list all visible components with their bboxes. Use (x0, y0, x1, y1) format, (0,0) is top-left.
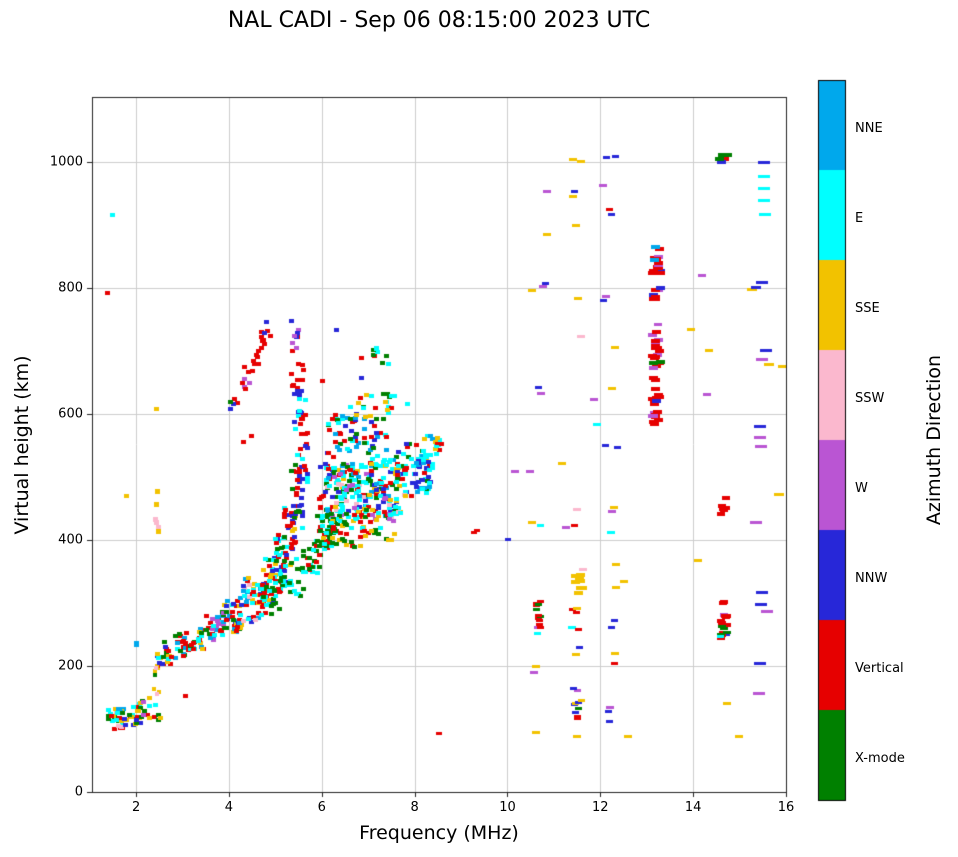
y-axis-label: Virtual height (km) (11, 355, 33, 535)
colorbar-label-vertical: Vertical (855, 661, 904, 676)
colorbar-label-nne: NNE (855, 121, 883, 136)
x-tick-label: 6 (317, 800, 326, 815)
x-tick-label: 8 (410, 800, 419, 815)
colorbar-label-w: W (855, 481, 868, 496)
y-tick-label: 400 (58, 532, 83, 548)
colorbar-label-x-mode: X-mode (855, 751, 905, 766)
colorbar-label-nnw: NNW (855, 571, 888, 586)
y-tick-label: 1000 (49, 154, 83, 170)
x-tick-label: 16 (777, 800, 795, 815)
y-tick-label: 200 (58, 658, 83, 674)
y-tick-label: 600 (58, 406, 83, 422)
colorbar-label-e: E (855, 211, 864, 226)
colorbar-label-sse: SSE (855, 301, 880, 316)
x-tick-label: 2 (131, 800, 141, 815)
y-tick-label: 0 (74, 784, 83, 800)
x-tick-label: 12 (592, 800, 609, 815)
x-axis-label: Frequency (MHz) (359, 822, 519, 844)
y-tick-label: 800 (58, 280, 83, 296)
colorbar-axis-label: Azimuth Direction (923, 354, 945, 526)
x-tick-label: 4 (224, 800, 234, 815)
plot-title: NAL CADI - Sep 06 08:15:00 2023 UTC (227, 8, 651, 33)
colorbar-label-ssw: SSW (855, 391, 885, 406)
x-tick-label: 14 (684, 800, 702, 815)
x-tick-label: 10 (499, 800, 516, 815)
